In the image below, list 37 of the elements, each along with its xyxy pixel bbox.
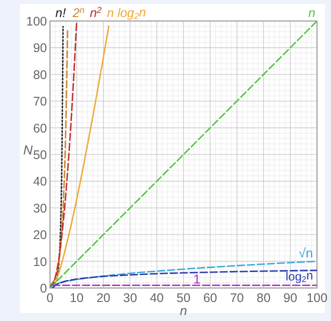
- line-series: [52, 25, 110, 288]
- x-tick-label: 40: [150, 291, 164, 305]
- line-series: [50, 260, 317, 288]
- x-tick-label: 30: [123, 291, 138, 305]
- y-tick-label: 100: [26, 14, 48, 28]
- line-series: [50, 28, 68, 286]
- y-tick-label: 70: [33, 94, 48, 109]
- series-label: log$_{2}$n: [286, 268, 313, 284]
- y-tick-label: 30: [33, 201, 48, 216]
- y-tick-label: 90: [33, 41, 48, 56]
- y-tick-label: 80: [33, 68, 48, 82]
- x-tick-label: 20: [96, 291, 110, 305]
- x-tick-label: 90: [283, 291, 298, 305]
- x-tick-label: 100: [306, 291, 328, 305]
- y-tick-label: 60: [33, 121, 48, 136]
- series-label: 1: [193, 271, 200, 286]
- y-tick-label: 20: [33, 228, 48, 242]
- y-tick-label: 40: [33, 174, 48, 189]
- series-label: √n: [298, 245, 313, 260]
- x-tick-label: 60: [203, 291, 218, 305]
- series-label: n log$_{2}$n: [107, 5, 146, 21]
- x-tick-label: 10: [70, 291, 84, 305]
- series-label: 2$^{n}$: [72, 5, 85, 20]
- y-tick-label: 0: [40, 282, 48, 296]
- line-series: [52, 270, 317, 288]
- y-tick-label: 50: [33, 148, 48, 162]
- x-tick-label: 80: [256, 291, 271, 305]
- series-label: n!: [55, 6, 66, 20]
- line-series: [50, 21, 78, 288]
- line-series: [50, 26, 64, 286]
- x-tick-label: 50: [176, 291, 190, 305]
- series-label: n$^{2}$: [90, 5, 102, 20]
- series-label: n: [308, 6, 316, 20]
- y-tick-label: 10: [33, 254, 48, 269]
- x-tick-label: 70: [230, 291, 244, 305]
- x-axis-title: n: [180, 303, 188, 318]
- y-axis-title: N: [23, 142, 34, 158]
